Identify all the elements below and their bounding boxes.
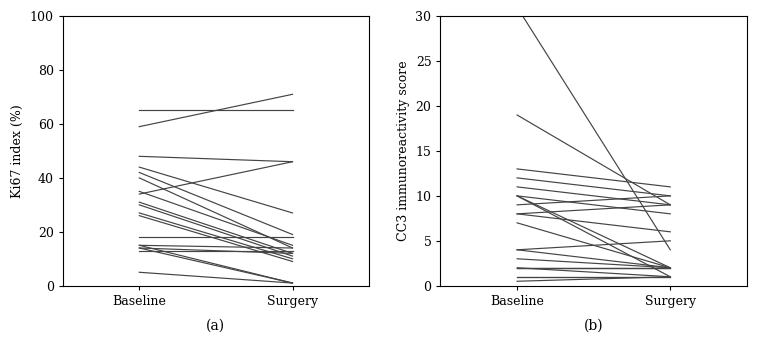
- Y-axis label: CC3 immunoreactivity score: CC3 immunoreactivity score: [397, 61, 410, 241]
- X-axis label: (a): (a): [206, 319, 225, 333]
- Y-axis label: Ki67 index (%): Ki67 index (%): [11, 104, 24, 198]
- X-axis label: (b): (b): [584, 319, 603, 333]
